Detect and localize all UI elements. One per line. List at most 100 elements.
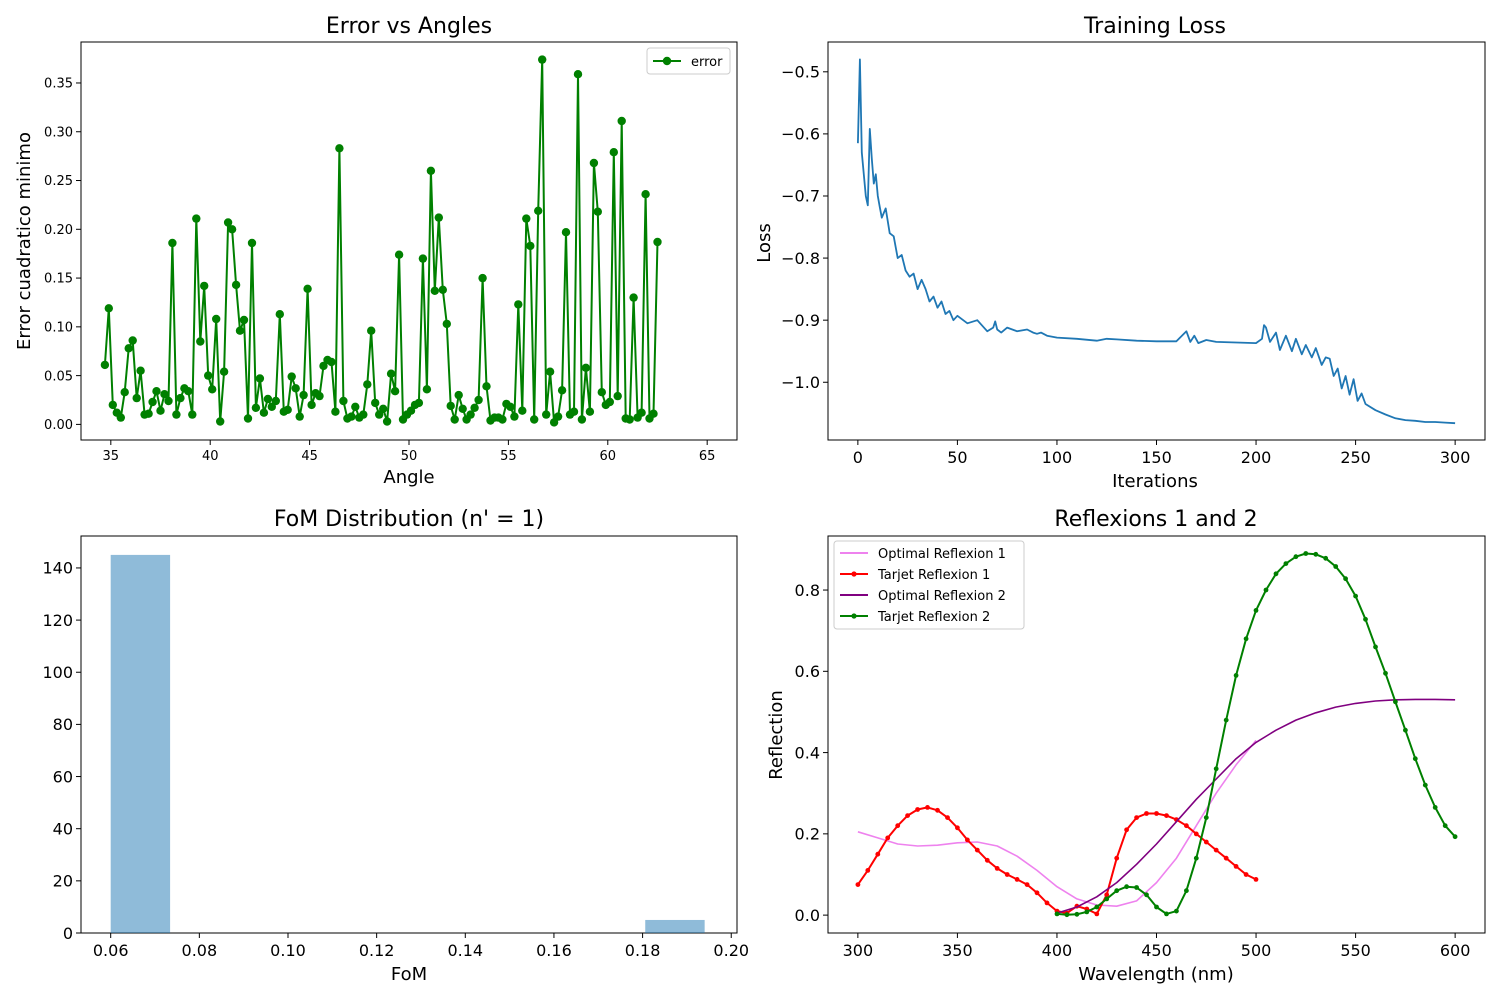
data-point: [287, 372, 296, 381]
data-point: [1144, 811, 1149, 816]
data-point: [168, 238, 177, 248]
data-point: [1253, 608, 1259, 613]
data-point: [474, 395, 483, 405]
data-point: [984, 857, 990, 863]
data-point: [1004, 872, 1010, 877]
data-point: [160, 390, 169, 399]
data-point: [152, 387, 161, 396]
data-point: [450, 415, 459, 424]
x-tick-label: 65: [699, 449, 716, 464]
data-point: [263, 394, 273, 404]
data-point: [327, 357, 336, 367]
data-point: [1442, 823, 1448, 829]
histogram-bar: [645, 919, 705, 933]
data-point: [617, 116, 626, 126]
data-point: [1134, 815, 1139, 820]
legend-marker: [851, 571, 857, 577]
data-point: [466, 410, 475, 419]
reflexions-panel: Reflexions 1 and 2 Wavelength (nm) Refle…: [766, 507, 1486, 985]
y-axis-label: Reflection: [766, 690, 787, 780]
data-point: [855, 882, 861, 887]
data-point: [1273, 571, 1279, 577]
data-point: [1114, 855, 1120, 861]
histogram-bar: [110, 554, 171, 933]
data-point: [1303, 551, 1309, 556]
data-point: [347, 412, 356, 421]
data-point: [1164, 911, 1169, 917]
data-point: [1223, 717, 1229, 723]
data-point: [188, 410, 197, 419]
y-tick-label: 120: [42, 611, 73, 630]
x-tick-label: 0.16: [536, 941, 572, 960]
legend-label: Tarjet Reflexion 1: [877, 568, 990, 583]
y-tick-label: −0.7: [781, 187, 820, 206]
x-tick-label: 45: [301, 449, 318, 464]
x-tick-label: 600: [1440, 941, 1471, 960]
x-tick-label: 400: [1042, 941, 1073, 960]
data-point: [1184, 888, 1189, 894]
data-point: [382, 417, 392, 426]
data-point: [510, 412, 519, 421]
data-point: [371, 398, 380, 408]
x-tick-label: 35: [103, 449, 120, 464]
data-point: [1393, 699, 1398, 705]
data-point: [414, 398, 424, 408]
data-point: [1263, 587, 1269, 593]
data-point: [895, 823, 901, 829]
data-point: [965, 837, 970, 843]
data-point: [506, 402, 515, 411]
x-tick-label: 50: [947, 448, 967, 467]
data-point: [945, 815, 950, 820]
data-point: [200, 281, 209, 291]
data-point: [593, 207, 602, 216]
y-tick-label: 0.35: [44, 77, 73, 92]
data-point: [351, 402, 360, 411]
data-point: [291, 384, 300, 393]
data-point: [553, 412, 563, 421]
data-point: [1124, 884, 1129, 890]
x-tick-label: 300: [1440, 448, 1471, 467]
y-tick-label: −0.6: [781, 125, 820, 144]
data-point: [239, 315, 249, 325]
y-tick-label: 0.05: [44, 369, 73, 384]
data-point: [1293, 554, 1299, 560]
data-point: [295, 412, 304, 421]
chart-title: Training Loss: [1083, 14, 1226, 39]
data-point: [1094, 904, 1100, 910]
y-tick-label: 0.4: [795, 743, 820, 762]
data-point: [1243, 872, 1249, 877]
data-point: [172, 410, 181, 419]
data-point: [231, 280, 241, 290]
data-point: [176, 393, 185, 403]
data-point: [1154, 904, 1159, 910]
data-point: [1193, 855, 1199, 861]
legend-label: Optimal Reflexion 1: [878, 547, 1006, 562]
data-point: [1054, 911, 1060, 917]
data-point: [1353, 593, 1358, 599]
x-axis-label: FoM: [391, 964, 427, 985]
data-point: [557, 386, 567, 395]
data-point: [589, 158, 599, 168]
data-point: [204, 371, 213, 380]
data-point: [1223, 855, 1229, 861]
series-line: [857, 58, 1456, 425]
data-point: [1174, 908, 1179, 914]
data-point: [1233, 864, 1239, 869]
data-point: [577, 415, 587, 424]
y-tick-label: 80: [53, 715, 73, 734]
x-tick-label: 550: [1340, 941, 1371, 960]
y-tick-label: 40: [53, 819, 73, 838]
data-point: [613, 391, 622, 401]
y-tick-label: 0: [63, 924, 73, 943]
x-tick-label: 50: [401, 449, 418, 464]
data-point: [1164, 813, 1169, 818]
data-point: [1044, 900, 1050, 906]
data-point: [212, 314, 221, 324]
x-tick-label: 250: [1340, 448, 1371, 467]
data-point: [1084, 909, 1090, 915]
data-point: [430, 286, 439, 295]
data-point: [359, 410, 368, 419]
x-tick-label: 40: [202, 449, 219, 464]
data-point: [925, 805, 930, 810]
